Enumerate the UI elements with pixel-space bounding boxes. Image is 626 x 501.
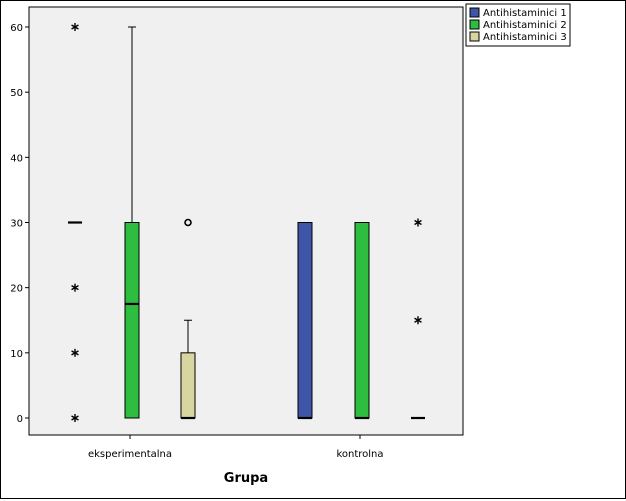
box-body [180,352,196,419]
extreme-marker [414,316,422,325]
x-tick-label: kontrolna [336,449,383,460]
y-tick-label: 60 [10,23,23,34]
extreme-stroke [71,415,79,421]
box-body [297,222,313,419]
legend-label: Antihistaminici 1 [483,8,567,19]
legend-label: Antihistaminici 3 [483,32,567,43]
y-tick-label: 30 [10,219,23,230]
box-group [354,222,370,420]
box-group [124,26,140,419]
outlier-marker [184,218,192,227]
box-group [297,222,313,420]
y-tick-label: 10 [10,349,23,360]
box-series [68,23,425,422]
extreme-marker [71,348,79,357]
extreme-stroke [71,350,79,356]
box-group [180,218,196,420]
legend-swatch [469,19,480,30]
extreme-stroke [71,24,79,30]
legend-box [465,3,571,47]
extreme-marker [71,414,79,422]
box-body [124,222,140,419]
box-body [354,222,370,419]
legend-swatch [469,31,480,42]
y-tick-label: 40 [10,153,23,164]
box-group [411,218,425,420]
y-tick-label: 50 [10,88,23,99]
extreme-marker [71,23,79,31]
x-axis-title: Grupa [224,471,268,486]
extreme-stroke [414,317,422,323]
extreme-stroke [414,219,422,226]
y-tick-label: 20 [10,284,23,295]
legend-swatch [469,7,480,18]
extreme-marker [414,218,422,227]
x-tick-label: eksperimentalna [88,449,172,460]
box-group [68,23,82,422]
y-tick-label: 0 [17,414,23,425]
legend-label: Antihistaminici 2 [483,20,567,31]
x-axis: eksperimentalna kontrolna [88,435,384,460]
extreme-stroke [71,285,79,291]
plot-area [28,6,464,436]
y-axis: 0 10 20 30 40 50 60 [10,23,29,425]
extreme-marker [71,283,79,292]
